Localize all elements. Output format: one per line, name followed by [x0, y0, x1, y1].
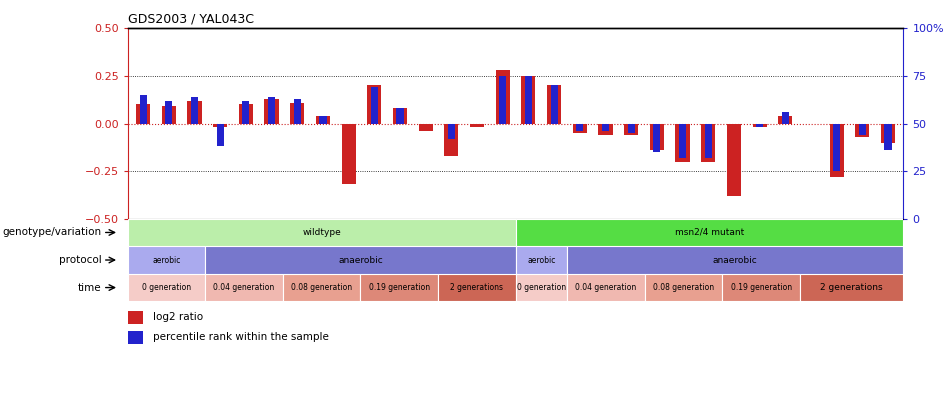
Bar [650, 124, 664, 150]
Bar [128, 274, 205, 301]
Bar [572, 124, 587, 133]
Bar [293, 99, 301, 124]
Text: time: time [78, 283, 101, 292]
Bar [238, 104, 253, 124]
Bar [833, 124, 840, 171]
Bar [705, 124, 711, 158]
Bar [191, 97, 198, 124]
Text: msn2/4 mutant: msn2/4 mutant [674, 228, 745, 237]
Bar [881, 124, 895, 143]
Bar [496, 70, 510, 124]
Text: 0.08 generation: 0.08 generation [653, 283, 714, 292]
Bar [516, 274, 568, 301]
Bar [290, 102, 305, 124]
Bar [205, 246, 516, 274]
Bar [445, 124, 459, 156]
Bar [217, 124, 224, 146]
Bar [756, 124, 763, 127]
Bar [128, 219, 516, 246]
Bar [371, 87, 377, 124]
Text: 0.08 generation: 0.08 generation [291, 283, 352, 292]
Bar [213, 124, 227, 127]
Bar [320, 116, 326, 124]
Bar [360, 274, 438, 301]
Bar [187, 101, 201, 124]
Text: 0.19 generation: 0.19 generation [369, 283, 429, 292]
Bar [576, 124, 584, 131]
Bar [242, 101, 250, 124]
Bar [516, 219, 903, 246]
Text: anaerobic: anaerobic [338, 256, 383, 264]
Bar [602, 124, 609, 131]
Bar [393, 108, 407, 124]
Bar [525, 76, 532, 124]
Bar [830, 124, 844, 177]
Bar [470, 124, 484, 127]
Bar [128, 311, 143, 324]
Text: 0.04 generation: 0.04 generation [214, 283, 274, 292]
Text: 2 generations: 2 generations [450, 283, 503, 292]
Bar [265, 99, 279, 124]
Bar [675, 124, 690, 162]
Bar [727, 124, 741, 196]
Text: 2 generations: 2 generations [820, 283, 883, 292]
Bar [418, 124, 432, 131]
Bar [166, 101, 172, 124]
Bar [316, 116, 330, 124]
Bar [568, 274, 645, 301]
Bar [654, 124, 660, 152]
Bar [800, 274, 903, 301]
Bar [645, 274, 723, 301]
Bar [283, 274, 360, 301]
Bar [128, 246, 205, 274]
Text: 0.04 generation: 0.04 generation [575, 283, 637, 292]
Text: percentile rank within the sample: percentile rank within the sample [153, 333, 329, 343]
Bar [701, 124, 715, 162]
Bar [781, 112, 789, 124]
Bar [516, 246, 568, 274]
Bar [599, 124, 612, 135]
Bar [447, 124, 455, 139]
Text: log2 ratio: log2 ratio [153, 312, 203, 322]
Bar [627, 124, 635, 133]
Text: 0 generation: 0 generation [517, 283, 566, 292]
Bar [547, 85, 561, 124]
Bar [551, 85, 558, 124]
Bar [396, 108, 404, 124]
Bar [268, 97, 275, 124]
Text: aerobic: aerobic [152, 256, 181, 264]
Bar [624, 124, 639, 135]
Text: aerobic: aerobic [527, 256, 555, 264]
Bar [162, 107, 176, 124]
Bar [342, 124, 356, 184]
Bar [367, 85, 381, 124]
Bar [885, 124, 892, 150]
Text: wildtype: wildtype [303, 228, 341, 237]
Bar [859, 124, 866, 135]
Bar [499, 76, 506, 124]
Bar [139, 95, 147, 124]
Bar [521, 76, 535, 124]
Text: GDS2003 / YAL043C: GDS2003 / YAL043C [128, 13, 254, 26]
Text: protocol: protocol [59, 255, 101, 265]
Bar [679, 124, 686, 158]
Bar [855, 124, 869, 137]
Bar [568, 246, 903, 274]
Bar [723, 274, 800, 301]
Bar [128, 331, 143, 344]
Bar [752, 124, 766, 127]
Bar [779, 116, 793, 124]
Bar [438, 274, 516, 301]
Text: genotype/variation: genotype/variation [3, 228, 101, 237]
Text: 0 generation: 0 generation [142, 283, 191, 292]
Text: anaerobic: anaerobic [713, 256, 758, 264]
Bar [136, 104, 150, 124]
Text: 0.19 generation: 0.19 generation [730, 283, 792, 292]
Bar [205, 274, 283, 301]
